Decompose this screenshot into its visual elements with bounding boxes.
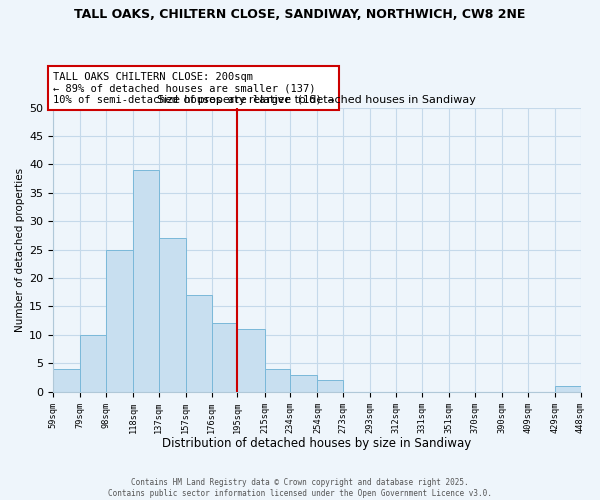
Bar	[106, 250, 133, 392]
Title: Size of property relative to detached houses in Sandiway: Size of property relative to detached ho…	[157, 96, 476, 106]
Bar	[555, 386, 581, 392]
X-axis label: Distribution of detached houses by size in Sandiway: Distribution of detached houses by size …	[162, 437, 472, 450]
Bar	[238, 329, 265, 392]
Bar	[212, 324, 238, 392]
Y-axis label: Number of detached properties: Number of detached properties	[15, 168, 25, 332]
Bar	[186, 295, 212, 392]
Bar	[80, 335, 106, 392]
Bar	[290, 374, 317, 392]
Text: Contains HM Land Registry data © Crown copyright and database right 2025.
Contai: Contains HM Land Registry data © Crown c…	[108, 478, 492, 498]
Text: TALL OAKS, CHILTERN CLOSE, SANDIWAY, NORTHWICH, CW8 2NE: TALL OAKS, CHILTERN CLOSE, SANDIWAY, NOR…	[74, 8, 526, 20]
Bar	[317, 380, 343, 392]
Bar	[53, 369, 80, 392]
Bar	[265, 369, 290, 392]
Bar	[159, 238, 186, 392]
Text: TALL OAKS CHILTERN CLOSE: 200sqm
← 89% of detached houses are smaller (137)
10% : TALL OAKS CHILTERN CLOSE: 200sqm ← 89% o…	[53, 72, 334, 104]
Bar	[133, 170, 159, 392]
